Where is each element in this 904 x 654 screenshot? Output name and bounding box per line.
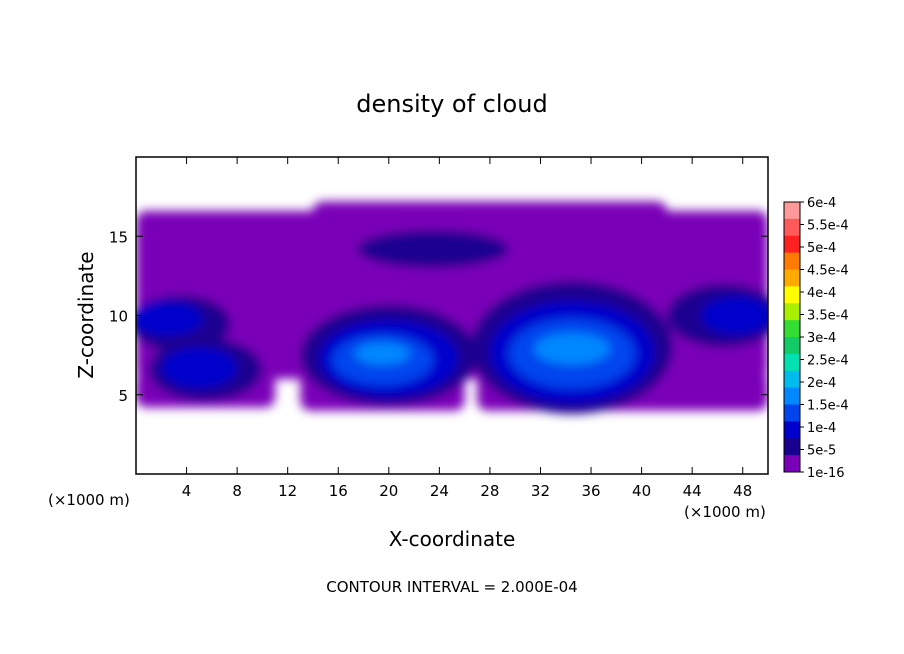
x-tick-label-28: 28	[480, 482, 499, 500]
colorbar-label-4: 4e-4	[807, 286, 836, 301]
colorbar-label-11: 5e-5	[807, 444, 836, 459]
colorbar-label-12: 1e-16	[807, 466, 845, 481]
colorbar-swatch-11	[784, 387, 800, 405]
cloud-contour-2e-4-1	[354, 342, 411, 365]
cloud-contour-2e-4-0	[534, 332, 610, 365]
colorbar-swatch-4	[784, 269, 800, 287]
colorbar: 6e-4 5.5e-4 5e-4 4.5e-4 4e-4 3.5e-4 3e-4 2.5e-4…	[783, 196, 849, 481]
colorbar-label-10: 1e-4	[807, 421, 836, 436]
chart-title: density of cloud	[356, 90, 547, 118]
x-tick-label-32: 32	[531, 482, 550, 500]
colorbar-label-0: 6e-4	[807, 196, 836, 211]
y-tick-label-15: 15	[109, 228, 128, 246]
x-tick-label-12: 12	[278, 482, 297, 500]
colorbar-label-9: 1.5e-4	[807, 399, 849, 414]
colorbar-swatch-15	[784, 455, 800, 473]
colorbar-label-2: 5e-4	[807, 241, 836, 256]
colorbar-swatch-2	[784, 235, 800, 254]
x-tick-label-20: 20	[379, 482, 398, 500]
y-axis-label: Z-coordinate	[74, 251, 98, 378]
cloud-contour-1e-4-0	[136, 301, 203, 337]
cloud-contour-1e-16-4	[312, 201, 667, 221]
colorbar-swatch-12	[784, 404, 800, 422]
x-axis-label: X-coordinate	[389, 527, 516, 551]
y-tick-label-5: 5	[118, 387, 128, 405]
colorbar-label-5: 3.5e-4	[807, 309, 849, 324]
x-tick-label-44: 44	[683, 482, 702, 500]
contour-interval-note: CONTOUR INTERVAL = 2.000E-04	[326, 578, 577, 596]
x-tick-label-4: 4	[182, 482, 192, 500]
x-unit-right: (×1000 m)	[684, 503, 766, 521]
y-tick-label-10: 10	[109, 308, 128, 326]
cloud-contour-1e-4-1	[161, 347, 238, 389]
x-tick-label-48: 48	[733, 482, 752, 500]
colorbar-label-8: 2e-4	[807, 376, 836, 391]
x-tick-label-40: 40	[632, 482, 651, 500]
colorbar-swatch-13	[784, 421, 800, 439]
colorbar-swatch-7	[784, 320, 800, 338]
colorbar-swatch-0	[784, 202, 800, 220]
colorbar-label-1: 5.5e-4	[807, 219, 849, 234]
plot-area	[136, 157, 768, 474]
colorbar-swatch-3	[784, 252, 800, 270]
colorbar-swatch-14	[784, 438, 800, 456]
colorbar-swatch-1	[784, 218, 800, 237]
x-tick-label-24: 24	[430, 482, 449, 500]
x-tick-label-36: 36	[581, 482, 600, 500]
colorbar-label-7: 2.5e-4	[807, 354, 849, 369]
x-tick-label-8: 8	[232, 482, 242, 500]
x-tick-label-16: 16	[329, 482, 348, 500]
colorbar-swatch-6	[784, 303, 800, 321]
x-unit-left: (×1000 m)	[48, 491, 130, 509]
cloud-contour-1e-4-4	[701, 296, 768, 335]
colorbar-label-3: 4.5e-4	[807, 264, 849, 279]
colorbar-swatch-5	[784, 286, 800, 304]
colorbar-swatch-8	[784, 337, 800, 355]
colorbar-label-6: 3e-4	[807, 331, 836, 346]
colorbar-swatch-9	[784, 353, 800, 372]
colorbar-swatch-10	[784, 370, 800, 389]
cloud-contour-5e-5-5	[357, 229, 509, 268]
